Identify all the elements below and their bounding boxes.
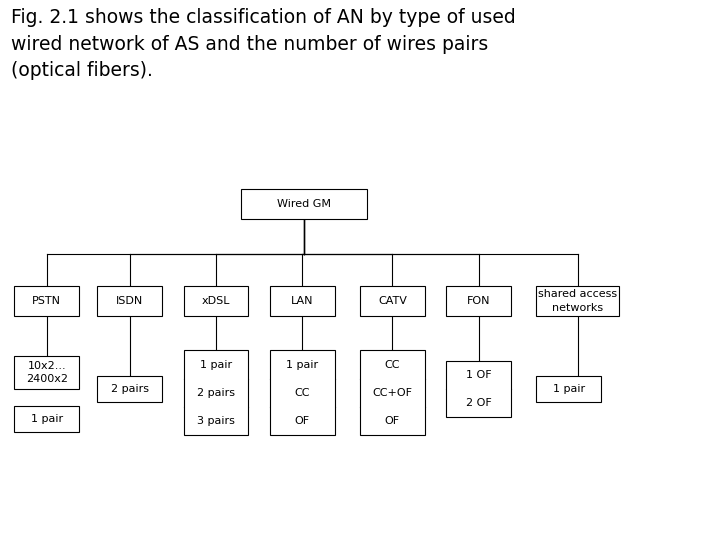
Text: 1 OF: 1 OF <box>466 370 492 380</box>
Text: 1 pair: 1 pair <box>287 360 318 369</box>
Text: 2 OF: 2 OF <box>466 398 492 408</box>
Text: CATV: CATV <box>378 296 407 306</box>
Bar <box>14 356 79 389</box>
Bar <box>446 286 511 316</box>
Bar <box>270 286 335 316</box>
Text: CC+OF: CC+OF <box>372 388 413 397</box>
Text: 1 pair: 1 pair <box>200 360 232 369</box>
Text: 2 pairs: 2 pairs <box>197 388 235 397</box>
Text: CC: CC <box>294 388 310 397</box>
Text: CC: CC <box>384 360 400 369</box>
Text: ISDN: ISDN <box>116 296 143 306</box>
Text: Fig. 2.1 shows the classification of AN by type of used
wired network of AS and : Fig. 2.1 shows the classification of AN … <box>11 8 516 80</box>
Text: 2 pairs: 2 pairs <box>111 384 148 394</box>
Bar <box>184 286 248 316</box>
Bar <box>97 376 162 402</box>
Text: FON: FON <box>467 296 490 306</box>
Bar <box>536 286 619 316</box>
Text: shared access
networks: shared access networks <box>539 289 617 313</box>
Text: xDSL: xDSL <box>202 296 230 306</box>
Bar <box>360 350 425 435</box>
Bar <box>360 286 425 316</box>
Text: 1 pair: 1 pair <box>31 414 63 424</box>
Bar <box>97 286 162 316</box>
Text: Wired GM: Wired GM <box>277 199 331 209</box>
Text: 3 pairs: 3 pairs <box>197 416 235 426</box>
Text: 10x2...
2400x2: 10x2... 2400x2 <box>26 361 68 384</box>
Text: PSTN: PSTN <box>32 296 61 306</box>
Bar <box>241 189 367 219</box>
Text: LAN: LAN <box>291 296 314 306</box>
Bar <box>536 376 601 402</box>
Text: OF: OF <box>384 416 400 426</box>
Bar <box>14 286 79 316</box>
Text: 1 pair: 1 pair <box>553 384 585 394</box>
Bar <box>184 350 248 435</box>
Bar <box>14 406 79 432</box>
Text: OF: OF <box>294 416 310 426</box>
Bar <box>270 350 335 435</box>
Bar <box>446 361 511 417</box>
